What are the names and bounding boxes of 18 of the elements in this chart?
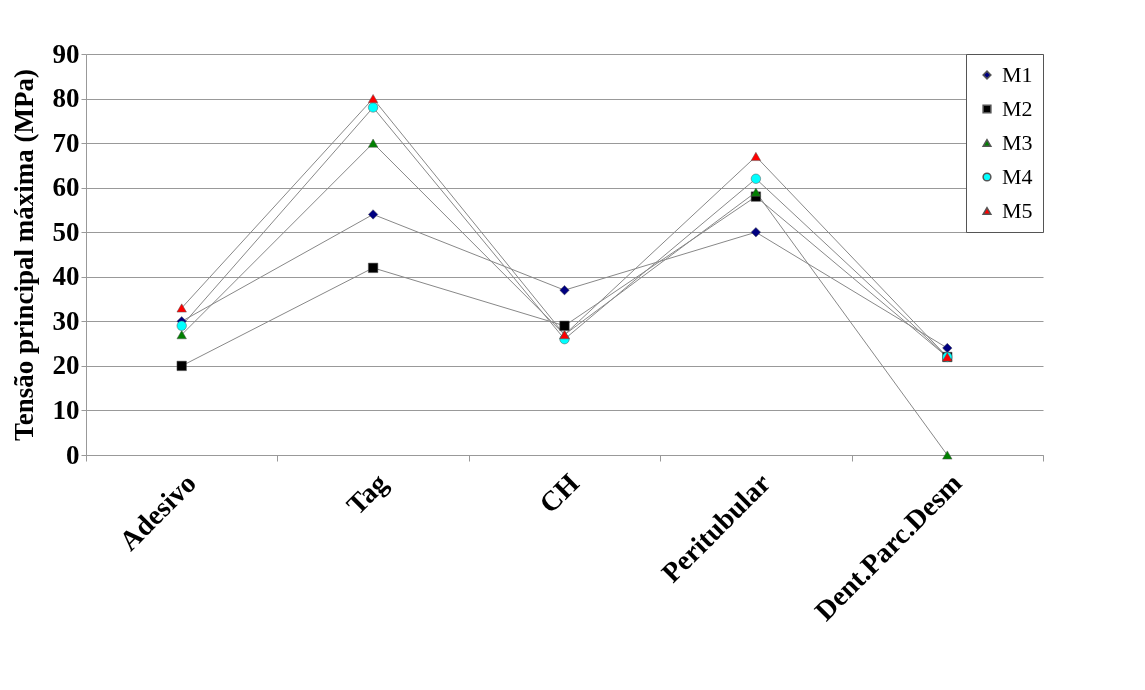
legend-label: M4 (1002, 164, 1033, 189)
legend-label: M1 (1002, 62, 1033, 87)
y-tick-label: 60 (52, 172, 80, 203)
legend-label: M3 (1002, 130, 1033, 155)
x-tick-label: CH (533, 467, 585, 519)
y-axis-title: Tensão principal máxima (MPa) (8, 69, 39, 441)
y-tick-label: 20 (52, 350, 80, 381)
y-tick-label: 80 (52, 83, 80, 114)
x-tick-label: Tag (340, 467, 394, 521)
legend-label: M5 (1002, 198, 1033, 223)
y-tick-label: 10 (52, 394, 80, 425)
y-tick-label: 30 (52, 305, 80, 336)
legend-label: M2 (1002, 96, 1033, 121)
y-tick-label: 40 (52, 261, 80, 292)
y-tick-label: 0 (66, 439, 80, 470)
y-tick-label: 90 (52, 38, 80, 69)
y-tick-label: 70 (52, 127, 80, 158)
y-tick-label: 50 (52, 216, 80, 247)
